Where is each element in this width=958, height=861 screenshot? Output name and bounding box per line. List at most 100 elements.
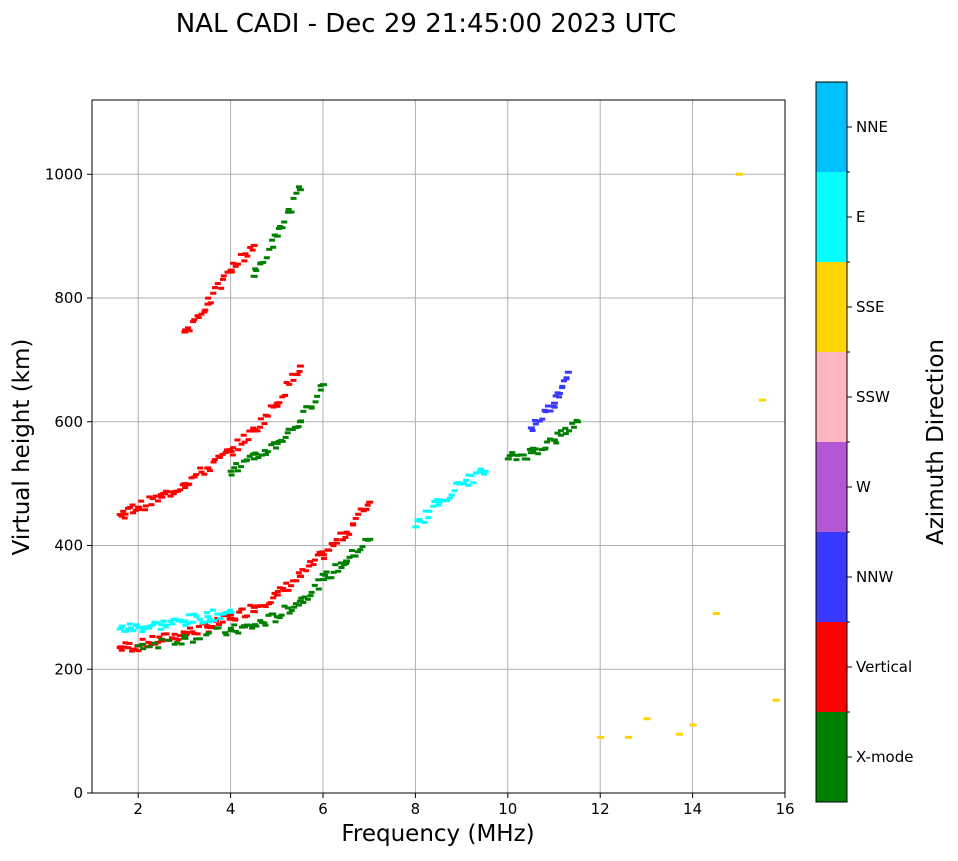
colorbar-label: Azimuth Direction — [923, 339, 949, 545]
echo-marks — [116, 172, 780, 739]
colorbar-frame — [815, 81, 848, 803]
echo-point — [332, 563, 339, 567]
echo-point — [227, 469, 235, 473]
echo-point — [574, 420, 582, 424]
echo-point — [282, 393, 289, 397]
plot-frame — [91, 99, 786, 794]
echo-point — [314, 394, 321, 398]
echo-point — [321, 557, 328, 561]
colorbar-tick-label: NNW — [856, 568, 893, 586]
echo-point — [158, 495, 166, 499]
echo-point — [249, 626, 256, 630]
echo-point — [201, 472, 208, 476]
echo-point — [303, 405, 310, 409]
echo-point — [150, 623, 157, 627]
echo-point — [296, 188, 304, 192]
echo-point — [460, 481, 467, 485]
x-tick-label: 12 — [591, 800, 610, 818]
echo-point — [163, 632, 170, 636]
echo-point — [135, 626, 142, 630]
echo-point — [530, 450, 537, 454]
echo-point — [126, 622, 133, 626]
echo-point — [253, 624, 260, 628]
echo-point — [227, 613, 234, 617]
echo-point — [129, 649, 136, 653]
echo-point — [195, 315, 202, 319]
echo-point — [311, 583, 318, 587]
echo-point — [140, 647, 147, 651]
echo-point — [187, 626, 194, 630]
echo-point — [210, 460, 217, 464]
echo-point — [238, 465, 245, 469]
echo-point — [330, 570, 337, 574]
echo-point — [282, 435, 289, 439]
echo-point — [154, 621, 161, 625]
echo-point — [555, 395, 562, 399]
echo-point — [217, 616, 224, 620]
echo-point — [293, 191, 300, 195]
colorbar-segment-x-mode — [816, 712, 847, 802]
echo-point — [359, 545, 366, 549]
echo-point — [284, 431, 291, 435]
echo-point — [214, 616, 221, 620]
echo-point — [246, 429, 253, 433]
echo-point — [294, 373, 301, 377]
series-vertical — [116, 364, 304, 520]
colorbar-segment-ssw — [816, 352, 847, 442]
echo-point — [285, 210, 292, 214]
echo-point — [597, 735, 605, 739]
echo-point — [122, 641, 129, 645]
colorbar-segment-nne — [816, 82, 847, 172]
echo-point — [278, 613, 285, 617]
echo-point — [547, 409, 554, 413]
echo-point — [270, 596, 277, 600]
echo-point — [146, 626, 153, 630]
echo-point — [295, 571, 302, 575]
echo-point — [230, 261, 237, 265]
echo-point — [230, 446, 237, 450]
echo-point — [235, 631, 242, 635]
y-tick-label: 400 — [54, 537, 83, 555]
echo-point — [184, 631, 191, 635]
series-x-mode — [504, 418, 582, 462]
echo-point — [246, 454, 253, 458]
echo-point — [250, 429, 258, 433]
echo-point — [343, 559, 351, 563]
echo-point — [270, 245, 277, 249]
echo-point — [270, 612, 277, 616]
x-tick-label: 16 — [775, 800, 794, 818]
echo-point — [175, 638, 182, 642]
echo-point — [547, 437, 554, 441]
echo-point — [481, 472, 488, 476]
echo-point — [532, 447, 539, 451]
echo-point — [118, 648, 125, 652]
echo-point — [333, 541, 340, 545]
echo-point — [298, 596, 305, 600]
y-axis-ticks: 0 200 400 600 800 1000 — [45, 165, 92, 802]
echo-point — [295, 425, 302, 429]
echo-point — [772, 698, 780, 702]
echo-point — [296, 364, 304, 368]
echo-point — [186, 613, 193, 617]
echo-point — [117, 645, 124, 649]
echo-point — [150, 641, 157, 645]
echo-point — [357, 548, 364, 552]
echo-point — [337, 561, 344, 565]
echo-point — [320, 553, 327, 557]
echo-point — [172, 617, 179, 621]
echo-point — [472, 471, 479, 475]
echo-point — [197, 466, 204, 470]
echo-point — [251, 427, 258, 431]
echo-point — [195, 625, 202, 629]
x-axis-ticks: 2 4 6 8 10 12 14 16 — [133, 793, 795, 818]
echo-point — [250, 274, 258, 278]
echo-point — [216, 455, 223, 459]
echo-point — [276, 616, 283, 620]
series-x-mode — [250, 185, 304, 278]
echo-point — [214, 282, 221, 286]
echo-point — [261, 621, 268, 625]
echo-point — [357, 507, 364, 511]
echo-point — [196, 637, 203, 641]
echo-point — [298, 419, 305, 423]
echo-point — [758, 398, 766, 402]
